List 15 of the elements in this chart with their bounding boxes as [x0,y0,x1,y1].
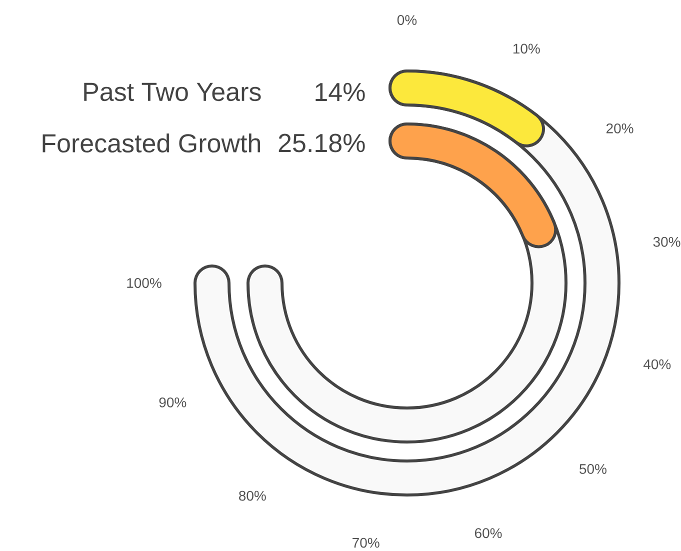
data-label: 14% [316,82,365,102]
text: 90% [159,397,186,408]
text: 60% [474,528,502,538]
category-label: Past Two Years [84,82,261,102]
text: 40% [643,359,671,370]
text: 0% [397,15,417,25]
category-label: Forecasted Growth [42,133,260,153]
text: 10% [513,44,540,54]
text: 80% [239,490,266,501]
text: 50% [580,464,606,474]
data-label: 25.18% [278,134,365,152]
text: 70% [352,538,380,548]
text: 20% [606,123,634,134]
text: 30% [653,236,680,247]
text: 100% [127,278,162,288]
